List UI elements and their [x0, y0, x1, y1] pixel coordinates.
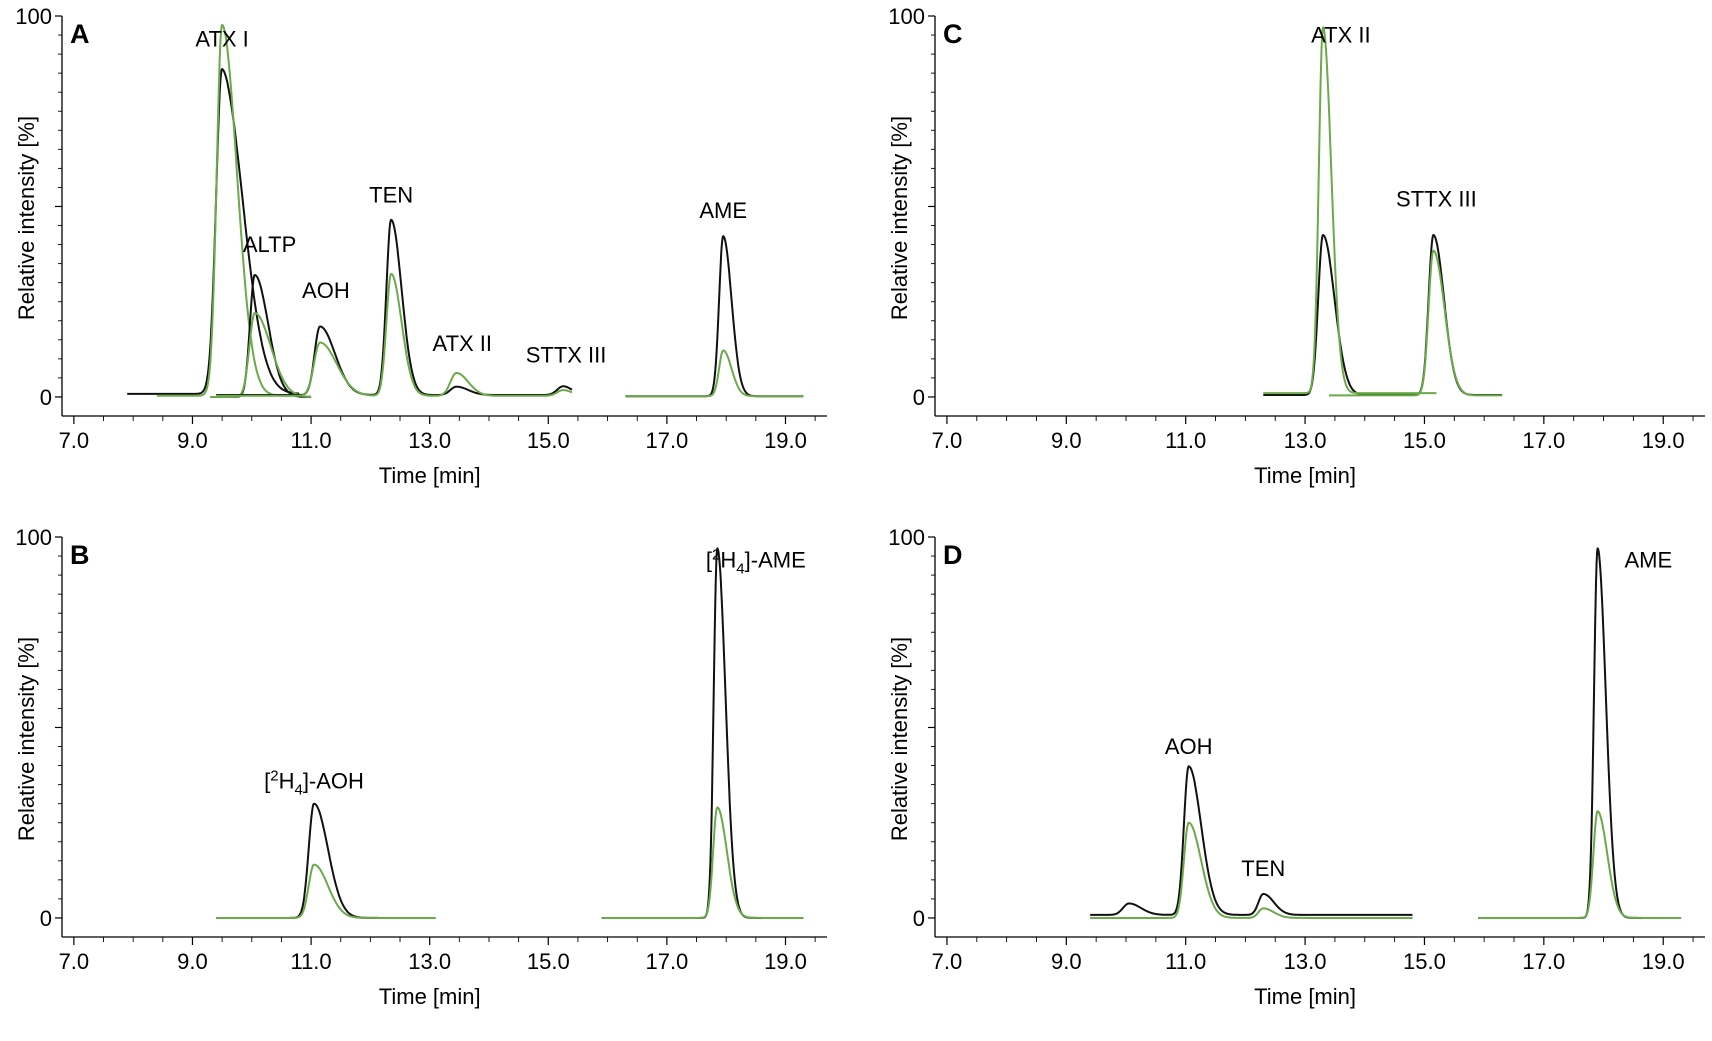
y-tick-label: 0 — [913, 906, 925, 931]
x-tick-label: 15.0 — [527, 949, 570, 974]
series-line — [1262, 26, 1437, 395]
x-axis-label: Time [min] — [1254, 984, 1356, 1009]
peak-annotation: ALTP — [243, 232, 296, 257]
chart-panel-b: 7.0 9.0 11.0 13.0 15.0 17.0 19.0 0 100 Time [min]… — [14, 525, 827, 1009]
x-tick-label: 11.0 — [1165, 428, 1206, 453]
y-tick-label: 100 — [888, 4, 925, 29]
x-tick-label: 7.0 — [59, 949, 90, 974]
series-line — [1089, 821, 1413, 919]
peak-annotation: ATX II — [1311, 23, 1371, 48]
series-line — [209, 312, 312, 398]
chart-panel-d: 7.0 9.0 11.0 13.0 15.0 17.0 19.0 0 100 Time [min]… — [887, 525, 1705, 1009]
x-tick-label: 7.0 — [59, 428, 90, 453]
peak-annotation: [2H4]-AOH — [264, 767, 364, 798]
peak-annotation: AOH — [1165, 734, 1213, 759]
x-tick-label: 13.0 — [1284, 428, 1327, 453]
series-line — [601, 806, 804, 919]
y-tick-label: 0 — [913, 385, 925, 410]
y-tick-label: 0 — [40, 385, 52, 410]
x-tick-label: 11.0 — [1165, 949, 1206, 974]
x-tick-label: 9.0 — [177, 949, 208, 974]
x-tick-label: 15.0 — [1403, 428, 1446, 453]
x-tick-label: 19.0 — [764, 428, 807, 453]
x-tick-label: 9.0 — [1051, 949, 1082, 974]
x-tick-label: 13.0 — [408, 428, 451, 453]
chart-panel-c: 7.0 9.0 11.0 13.0 15.0 17.0 19.0 0 100 Time [min]… — [887, 4, 1705, 488]
peak-annotation: TEN — [1241, 856, 1285, 881]
x-tick-label: 19.0 — [1642, 428, 1685, 453]
x-tick-label: 15.0 — [527, 428, 570, 453]
y-axis-label: Relative intensity [%] — [14, 637, 39, 841]
x-tick-label: 11.0 — [290, 428, 331, 453]
x-tick-label: 19.0 — [1642, 949, 1685, 974]
panel-label: B — [70, 540, 90, 570]
x-tick-label: 17.0 — [1522, 428, 1565, 453]
series-line — [1477, 810, 1682, 919]
series-line — [624, 349, 804, 398]
x-tick-label: 13.0 — [408, 949, 451, 974]
series-line — [1477, 547, 1682, 919]
y-tick-label: 0 — [40, 906, 52, 931]
y-axis-label: Relative intensity [%] — [887, 637, 912, 841]
series-line — [624, 235, 804, 398]
panel-label: C — [943, 19, 963, 49]
series-line — [601, 547, 804, 919]
series-line — [1262, 234, 1503, 396]
y-tick-label: 100 — [888, 525, 925, 550]
peak-annotation: AME — [1624, 547, 1672, 572]
x-tick-label: 13.0 — [1284, 949, 1327, 974]
series-line — [1328, 249, 1503, 397]
series-line — [215, 863, 437, 919]
peak-annotation: ATX I — [195, 26, 248, 51]
x-tick-label: 7.0 — [932, 428, 963, 453]
x-tick-label: 17.0 — [645, 949, 688, 974]
x-tick-label: 9.0 — [1051, 428, 1082, 453]
series-line — [156, 23, 300, 397]
series-line — [1089, 765, 1413, 916]
panel-label: A — [70, 19, 90, 49]
x-tick-label: 11.0 — [290, 949, 331, 974]
panel-label: D — [943, 540, 963, 570]
series-line — [215, 802, 437, 919]
x-tick-label: 17.0 — [645, 428, 688, 453]
series-line — [215, 272, 573, 397]
peak-annotation: ATX II — [433, 331, 493, 356]
y-tick-label: 100 — [15, 525, 52, 550]
peak-annotation: STTX III — [526, 343, 607, 368]
x-tick-label: 15.0 — [1403, 949, 1446, 974]
peak-annotation: TEN — [369, 183, 413, 208]
x-tick-label: 7.0 — [932, 949, 963, 974]
x-axis-label: Time [min] — [379, 984, 481, 1009]
y-tick-label: 100 — [15, 4, 52, 29]
y-axis-label: Relative intensity [%] — [14, 116, 39, 320]
x-tick-label: 17.0 — [1522, 949, 1565, 974]
y-axis-label: Relative intensity [%] — [887, 116, 912, 320]
x-tick-label: 19.0 — [764, 949, 807, 974]
chart-panel-a: 7.0 9.0 11.0 13.0 15.0 17.0 19.0 0 100 Time [min]… — [14, 4, 827, 488]
x-axis-label: Time [min] — [1254, 463, 1356, 488]
peak-annotation: [2H4]-AME — [706, 546, 806, 577]
peak-annotation: AOH — [302, 278, 350, 303]
peak-annotation: STTX III — [1396, 186, 1477, 211]
x-tick-label: 9.0 — [177, 428, 208, 453]
peak-annotation: AME — [699, 198, 747, 223]
x-axis-label: Time [min] — [379, 463, 481, 488]
